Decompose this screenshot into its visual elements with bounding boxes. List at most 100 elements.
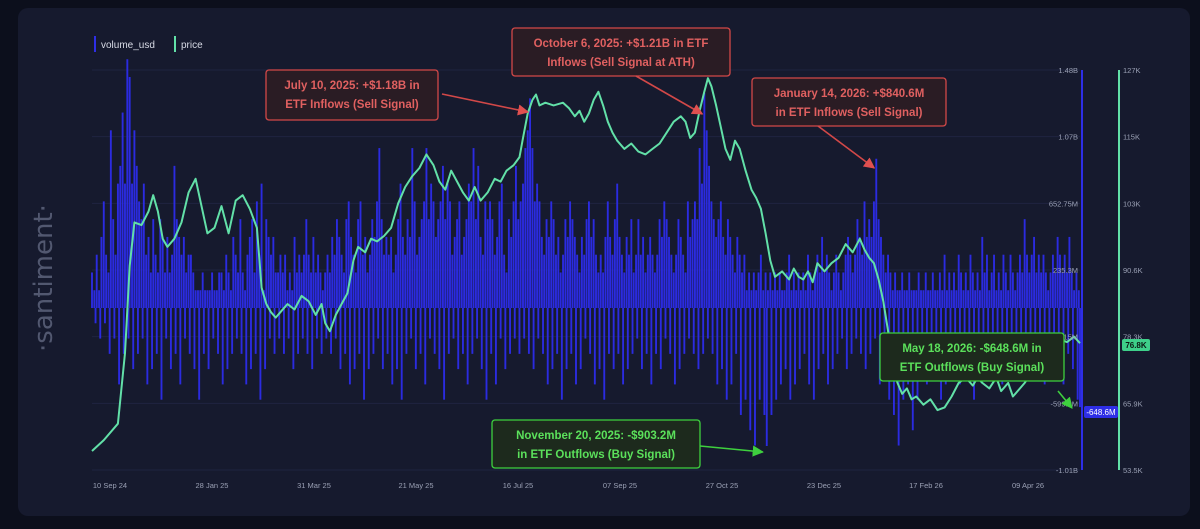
volume-bar <box>401 236 404 308</box>
volume-bar <box>140 219 143 308</box>
volume-bar <box>769 272 772 308</box>
chart-panel: 1.48B1.07B652.75M235.3M-182.15M-599.6M-1… <box>18 8 1190 516</box>
volume-bar <box>457 308 460 370</box>
volume-bar <box>840 290 842 308</box>
legend-label-volume: volume_usd <box>101 40 155 51</box>
volume-bar <box>849 254 852 308</box>
volume-bar <box>485 308 488 400</box>
volume-bar <box>538 201 541 308</box>
volume-bar <box>649 236 652 308</box>
volume-bar <box>669 308 672 354</box>
volume-bar <box>625 236 628 308</box>
volume-bar <box>683 308 686 354</box>
annotation-box: January 14, 2026: +$840.6M in ETF Inflows… <box>751 77 947 169</box>
volume-bar <box>295 272 298 308</box>
volume-bar <box>405 308 408 354</box>
volume-bar <box>938 272 941 308</box>
volume-bar <box>404 254 407 308</box>
legend-swatch-volume <box>94 36 96 52</box>
volume-bar <box>320 308 323 354</box>
volume-bar <box>847 236 849 308</box>
volume-bar <box>858 236 861 308</box>
volume-bar <box>113 308 116 339</box>
volume-bar <box>875 158 878 308</box>
volume-bar <box>253 272 256 308</box>
volume-bar <box>738 254 741 308</box>
volume-bar <box>856 219 859 308</box>
x-tick: 28 Jan 25 <box>196 481 229 490</box>
volume-bar <box>778 272 781 308</box>
volume-bar <box>1021 272 1024 308</box>
volume-bar <box>743 254 746 308</box>
volume-bar <box>161 236 164 308</box>
annotation-line: July 10, 2025: +$1.18B in <box>284 80 419 92</box>
volume-bar <box>199 290 202 308</box>
volume-bar <box>187 254 190 308</box>
volume-bar <box>901 272 904 308</box>
volume-bar <box>812 308 815 400</box>
volume-bar <box>208 290 211 308</box>
volume-bar <box>755 290 758 308</box>
volume-bar <box>154 254 157 308</box>
volume-bar <box>321 290 324 308</box>
volume-bar <box>278 308 281 339</box>
volume-bar <box>556 308 559 354</box>
volume-bar <box>477 165 480 308</box>
volume-bar <box>663 201 666 308</box>
volume-bar <box>645 308 648 354</box>
volume-bar <box>953 272 955 308</box>
volume-bar <box>898 290 901 308</box>
volume-bar <box>231 308 234 354</box>
volume-bar <box>146 308 149 385</box>
volume-bar <box>927 290 930 308</box>
santiment-watermark: ·santiment· <box>29 204 59 352</box>
volume-bar <box>145 254 148 308</box>
volume-bar <box>301 308 304 339</box>
volume-bar <box>175 219 178 308</box>
volume-bar <box>559 272 562 308</box>
volume-bar <box>453 236 456 308</box>
annotation-line: October 6, 2025: +$1.21B in ETF <box>534 38 709 50</box>
volume-bar <box>386 308 389 354</box>
volume-bar <box>785 272 788 308</box>
volume-bar <box>592 219 595 308</box>
volume-bar <box>160 308 163 400</box>
volume-bar <box>809 272 812 308</box>
volume-bar <box>744 308 747 400</box>
volume-bar <box>368 254 371 308</box>
volume-bar <box>221 308 224 385</box>
volume-bar <box>630 219 633 308</box>
volume-bar <box>180 254 183 308</box>
volume-bar <box>842 272 845 308</box>
volume-bar <box>807 254 809 308</box>
volume-bar <box>152 219 155 308</box>
volume-bar <box>1033 236 1036 308</box>
volume-bar <box>697 308 700 370</box>
y-left-tick: -1.01B <box>1056 466 1078 475</box>
volume-bar <box>830 290 833 308</box>
y-left-tick: 1.48B <box>1058 66 1078 75</box>
volume-bar <box>725 308 728 400</box>
x-tick: 10 Sep 24 <box>93 481 127 490</box>
volume-bar <box>741 272 743 308</box>
volume-bar <box>460 254 463 308</box>
annotation-line: January 14, 2026: +$840.6M <box>774 88 925 100</box>
volume-bar <box>517 219 520 308</box>
volume-bar <box>109 130 112 308</box>
volume-bar <box>311 308 314 370</box>
volume-bar <box>543 254 546 308</box>
volume-bar <box>775 308 778 400</box>
volume-bar <box>664 308 667 339</box>
volume-bar <box>377 308 380 339</box>
volume-bar <box>546 308 549 385</box>
volume-bar <box>583 254 586 308</box>
volume-bar <box>905 290 908 308</box>
volume-bar <box>474 219 477 308</box>
annotation-line: in ETF Outflows (Buy Signal) <box>517 449 675 461</box>
volume-bar <box>399 183 402 308</box>
volume-bar <box>721 308 723 370</box>
volume-bar <box>850 308 853 354</box>
volume-bar <box>114 254 117 308</box>
volume-bar <box>220 272 223 308</box>
volume-bar <box>818 272 821 308</box>
